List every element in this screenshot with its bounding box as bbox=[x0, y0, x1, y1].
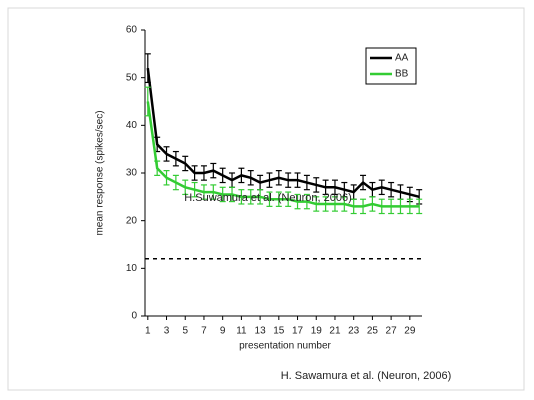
x-tick-label: 19 bbox=[311, 326, 323, 337]
x-tick-label: 23 bbox=[348, 326, 360, 337]
y-tick-label: 40 bbox=[126, 120, 138, 131]
y-tick-label: 30 bbox=[126, 168, 138, 179]
y-tick-label: 10 bbox=[126, 263, 138, 274]
y-tick-label: 50 bbox=[126, 72, 138, 83]
x-tick-label: 29 bbox=[404, 326, 416, 337]
y-tick-label: 0 bbox=[131, 311, 137, 322]
x-tick-label: 21 bbox=[329, 326, 341, 337]
x-tick-label: 7 bbox=[201, 326, 207, 337]
x-tick-label: 17 bbox=[292, 326, 304, 337]
x-tick-label: 3 bbox=[164, 326, 170, 337]
x-tick-label: 1 bbox=[145, 326, 151, 337]
series-line bbox=[146, 101, 420, 208]
x-tick-label: 5 bbox=[182, 326, 188, 337]
annotation: H. Sawamura et al. (Neuron, 2006) bbox=[281, 370, 452, 382]
x-tick-label: 9 bbox=[220, 326, 226, 337]
x-tick-label: 11 bbox=[236, 326, 247, 337]
legend-label: AA bbox=[395, 53, 409, 64]
x-tick-label: 25 bbox=[367, 326, 379, 337]
y-tick-label: 60 bbox=[126, 25, 138, 36]
x-tick-label: 13 bbox=[255, 326, 267, 337]
x-axis-label: presentation number bbox=[239, 341, 331, 352]
x-tick-label: 15 bbox=[273, 326, 285, 337]
y-tick-label: 20 bbox=[126, 215, 138, 226]
legend-box bbox=[365, 47, 417, 85]
series-line bbox=[146, 67, 420, 199]
annotation: H.Suwamura et al. (Neuron, 2006) bbox=[184, 192, 352, 204]
x-tick-label: 27 bbox=[386, 326, 398, 337]
y-axis-label: mean response (spikes/sec) bbox=[95, 110, 106, 235]
legend-label: BB bbox=[395, 69, 409, 80]
